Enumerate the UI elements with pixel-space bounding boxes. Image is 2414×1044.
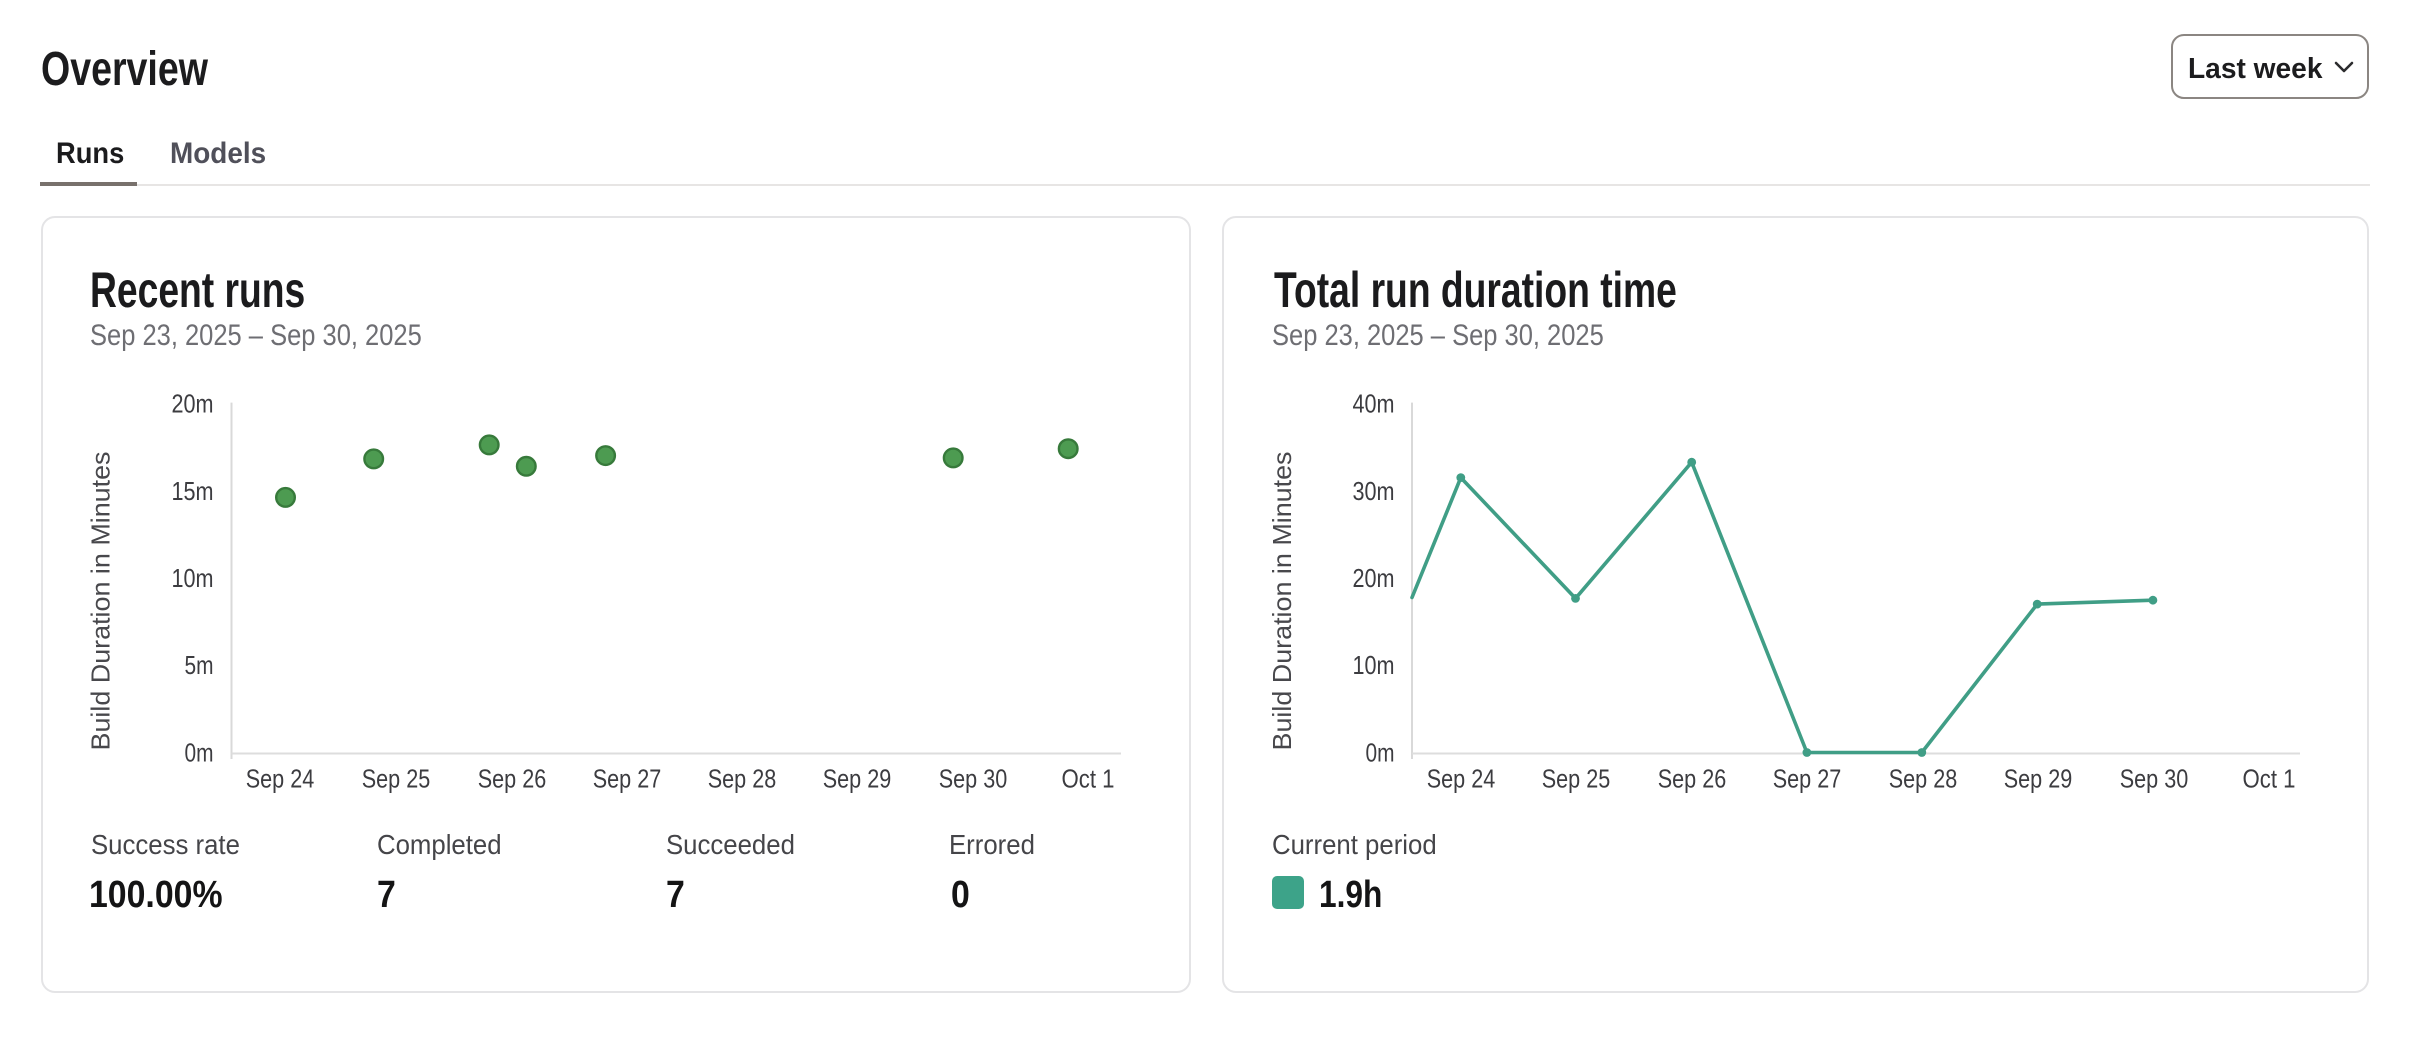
svg-text:Sep 25: Sep 25	[362, 764, 431, 794]
svg-text:5m: 5m	[185, 650, 214, 680]
svg-text:0m: 0m	[185, 738, 214, 768]
svg-text:Sep 26: Sep 26	[478, 764, 547, 794]
svg-text:40m: 40m	[1353, 389, 1395, 419]
svg-text:Sep 30: Sep 30	[939, 764, 1008, 794]
svg-text:Sep 30: Sep 30	[2120, 764, 2189, 794]
svg-text:Sep 24: Sep 24	[1427, 764, 1496, 794]
svg-text:Oct 1: Oct 1	[1062, 764, 1115, 794]
svg-text:Sep 26: Sep 26	[1658, 764, 1727, 794]
svg-text:10m: 10m	[1353, 650, 1395, 680]
svg-text:20m: 20m	[1353, 563, 1395, 593]
svg-text:Build Duration in Minutes: Build Duration in Minutes	[86, 452, 116, 751]
svg-text:Sep 28: Sep 28	[708, 764, 777, 794]
svg-text:Oct 1: Oct 1	[2243, 764, 2296, 794]
svg-text:Sep 27: Sep 27	[593, 764, 662, 794]
svg-text:Sep 29: Sep 29	[2004, 764, 2073, 794]
svg-text:Sep 24: Sep 24	[246, 764, 315, 794]
svg-text:Sep 28: Sep 28	[1889, 764, 1958, 794]
svg-text:10m: 10m	[172, 563, 214, 593]
svg-text:Build Duration in Minutes: Build Duration in Minutes	[1267, 452, 1297, 751]
svg-text:Sep 27: Sep 27	[1773, 764, 1842, 794]
svg-text:15m: 15m	[172, 476, 214, 506]
svg-text:Sep 25: Sep 25	[1542, 764, 1611, 794]
svg-text:0m: 0m	[1366, 738, 1395, 768]
svg-text:30m: 30m	[1353, 476, 1395, 506]
svg-text:Sep 29: Sep 29	[823, 764, 892, 794]
svg-text:20m: 20m	[172, 389, 214, 419]
